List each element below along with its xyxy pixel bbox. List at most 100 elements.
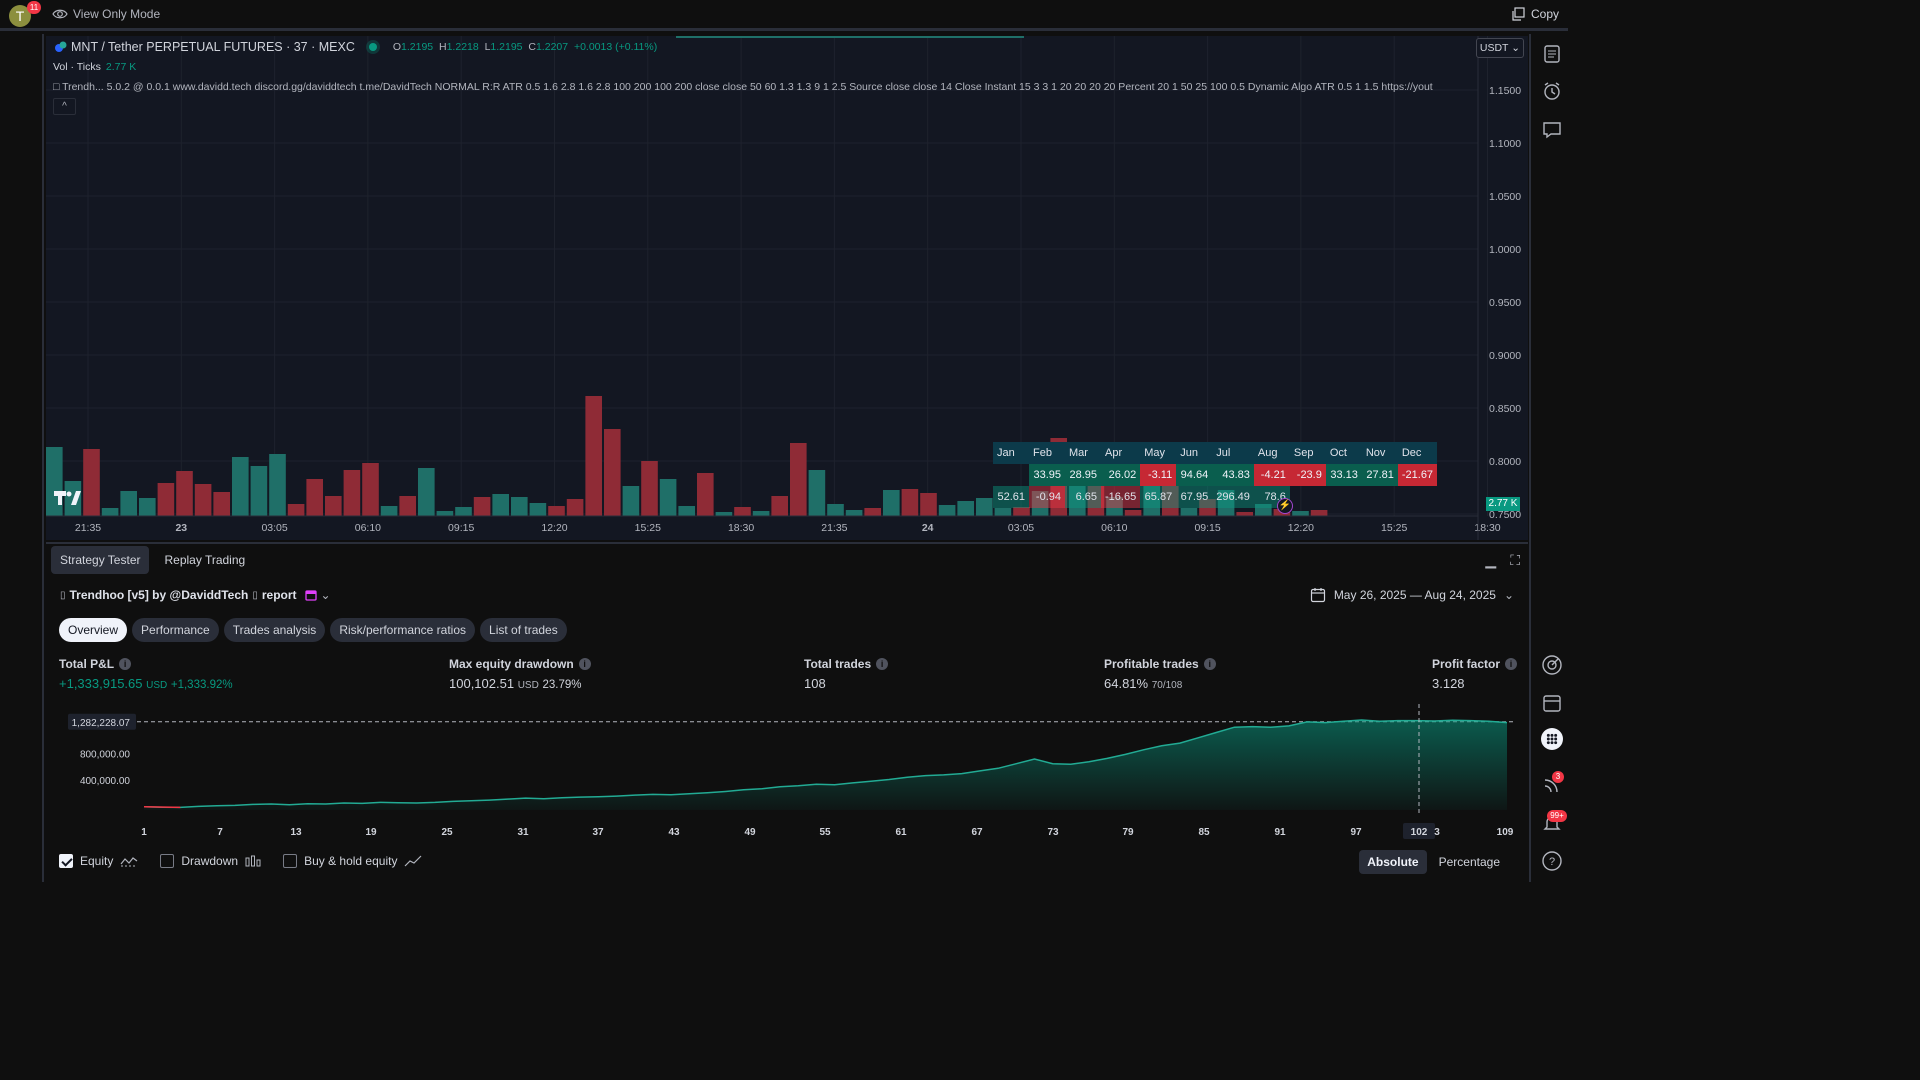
- x-tick-label: 13: [290, 827, 302, 838]
- time-tick-label: 03:05: [1008, 522, 1034, 534]
- logo-part: [71, 491, 81, 505]
- volume-bar: [83, 449, 100, 516]
- report-label[interactable]: report: [261, 588, 297, 602]
- symbol-title[interactable]: MNT / Tether PERPETUAL FUTURES · 37 · ME…: [71, 40, 355, 54]
- collapse-legend-button[interactable]: ^: [53, 98, 76, 115]
- drawdown-checkbox[interactable]: Drawdown: [160, 854, 261, 868]
- strategy-title[interactable]: Trendhoo [v5] by @DaviddTech: [69, 588, 249, 602]
- volume-legend[interactable]: Vol · Ticks 2.77 K: [53, 61, 136, 73]
- volume-bar: [250, 466, 268, 516]
- chevron-down-icon[interactable]: ⌄: [320, 588, 331, 602]
- time-tick-label: 06:10: [1101, 522, 1127, 534]
- absolute-button[interactable]: Absolute: [1359, 850, 1427, 874]
- table-cell: 26.02: [1101, 464, 1141, 486]
- table-cell: 27.81: [1361, 464, 1398, 486]
- volume-bar: [325, 496, 342, 516]
- tab-strategy-tester[interactable]: Strategy Tester: [51, 546, 150, 574]
- alarm-clock-icon[interactable]: [1541, 80, 1563, 102]
- volume-bar: [659, 479, 677, 516]
- volume-bar: [1162, 483, 1179, 516]
- calendar-badge-icon[interactable]: [304, 589, 317, 601]
- signal-feed-icon[interactable]: [1541, 774, 1563, 796]
- settings-icon[interactable]: ▯: [252, 589, 258, 601]
- info-icon[interactable]: i: [578, 658, 591, 670]
- time-tick-label: 09:15: [448, 522, 474, 534]
- info-icon[interactable]: i: [119, 658, 132, 670]
- equity-negative-segment: [143, 805, 181, 809]
- minimize-icon[interactable]: ▁: [1485, 552, 1497, 568]
- x-tick-label: 49: [744, 827, 756, 838]
- tab-risk-performance-ratios[interactable]: Risk/performance ratios: [330, 618, 476, 642]
- strategy-header: ▯ Trendhoo [v5] by @DaviddTech ▯ report …: [60, 588, 331, 602]
- metric-unit: USD: [517, 680, 539, 691]
- buy-hold-checkbox[interactable]: Buy & hold equity: [283, 854, 422, 868]
- calendar-icon[interactable]: [1541, 692, 1563, 714]
- volume-bar: [1069, 482, 1086, 516]
- indicator-legend[interactable]: □ Trendh... 5.0.2 @ 0.0.1 www.davidd.tec…: [53, 81, 1433, 93]
- maximize-icon[interactable]: ⛶: [1510, 552, 1520, 568]
- x-tick-label: 91: [1274, 827, 1286, 838]
- volume-bar: [1292, 511, 1309, 516]
- equity-line-icon: [120, 857, 138, 867]
- user-avatar[interactable]: T: [9, 5, 31, 27]
- tab-list-of-trades[interactable]: List of trades: [480, 618, 567, 642]
- info-icon[interactable]: i: [1505, 658, 1518, 670]
- date-range-label: May 26, 2025 — Aug 24, 2025: [1333, 588, 1496, 602]
- price-tick-label: 1.1000: [1489, 138, 1521, 150]
- time-tick-label: 21:35: [75, 522, 101, 534]
- volume-bar: [920, 493, 937, 516]
- time-tick-label: 12:20: [1288, 522, 1314, 534]
- equity-chart[interactable]: 1,282,228.07 800,000.00 400,000.00 1 7 13 19 25…: [46, 704, 1528, 844]
- volume-bar: [380, 506, 398, 516]
- metric-label: Profit factor: [1432, 657, 1501, 671]
- metric-profitable-trades: Profitable trades i 64.81% 70/108: [1104, 657, 1216, 691]
- price-tick-label: 0.9500: [1489, 297, 1521, 309]
- info-icon[interactable]: i: [876, 658, 889, 670]
- table-cell: 28.95: [1065, 464, 1101, 486]
- time-tick-label: 18:30: [1474, 522, 1500, 534]
- volume-bar: [64, 481, 82, 516]
- copy-button[interactable]: Copy: [1511, 7, 1559, 21]
- symbol-logo-icon: [55, 41, 67, 52]
- panel-controls: ▁ ⛶: [1485, 552, 1520, 569]
- chat-icon[interactable]: [1541, 119, 1563, 141]
- help-icon[interactable]: ?: [1541, 850, 1563, 872]
- volume-bar: [585, 396, 602, 516]
- price-tick-label: 1.0000: [1489, 244, 1521, 256]
- tab-replay-trading[interactable]: Replay Trading: [164, 553, 246, 567]
- month-header: Apr: [1101, 442, 1141, 464]
- month-header: Oct: [1325, 442, 1362, 464]
- apps-grid-icon[interactable]: [1541, 728, 1563, 750]
- metric-total-trades: Total trades i 108: [804, 657, 889, 691]
- equity-checkbox[interactable]: Equity: [59, 854, 138, 868]
- high-label: H: [439, 41, 447, 53]
- volume-bar: [1106, 497, 1123, 516]
- date-range-picker[interactable]: May 26, 2025 — Aug 24, 2025 ⌄: [1310, 587, 1514, 603]
- target-icon[interactable]: [1541, 654, 1563, 676]
- time-tick-label: 18:30: [728, 522, 754, 534]
- lightning-icon[interactable]: ⚡: [1277, 498, 1293, 514]
- volume-bar: [548, 506, 565, 516]
- strategy-tester-panel: Strategy Tester Replay Trading ▁ ⛶ ▯ Tre…: [46, 542, 1528, 882]
- percentage-button[interactable]: Percentage: [1438, 855, 1500, 869]
- x-tick-label: 3: [1434, 827, 1440, 838]
- price-change: +0.0013 (+0.11%): [573, 41, 658, 53]
- volume-bar: [808, 470, 826, 516]
- tab-trades-analysis[interactable]: Trades analysis: [223, 618, 326, 642]
- table-row: 52.61 -0.94 6.65 -16.65 65.87 67.95 296.49 78.6: [993, 486, 1437, 508]
- volume-bar: [1143, 476, 1160, 516]
- metric-value: +1,333,915.65: [59, 676, 143, 691]
- tab-overview[interactable]: Overview: [59, 618, 128, 642]
- volume-value: 2.77 K: [105, 61, 137, 73]
- report-tabs: Overview Performance Trades analysis Ris…: [59, 618, 567, 642]
- tab-performance[interactable]: Performance: [132, 618, 219, 642]
- currency-select[interactable]: USDT ⌄: [1475, 38, 1524, 58]
- y-tick-label: 400,000.00: [80, 776, 130, 787]
- volume-bar: [678, 506, 695, 516]
- price-chart[interactable]: 1.1500 1.1000 1.0500 1.0000 0.9500 0.9000 0.85…: [46, 36, 1528, 540]
- copy-label: Copy: [1530, 7, 1559, 21]
- volume-bar: [101, 508, 119, 516]
- info-icon[interactable]: i: [1203, 658, 1216, 670]
- view-only-mode-indicator[interactable]: View Only Mode: [52, 7, 160, 21]
- watchlist-icon[interactable]: [1541, 43, 1563, 65]
